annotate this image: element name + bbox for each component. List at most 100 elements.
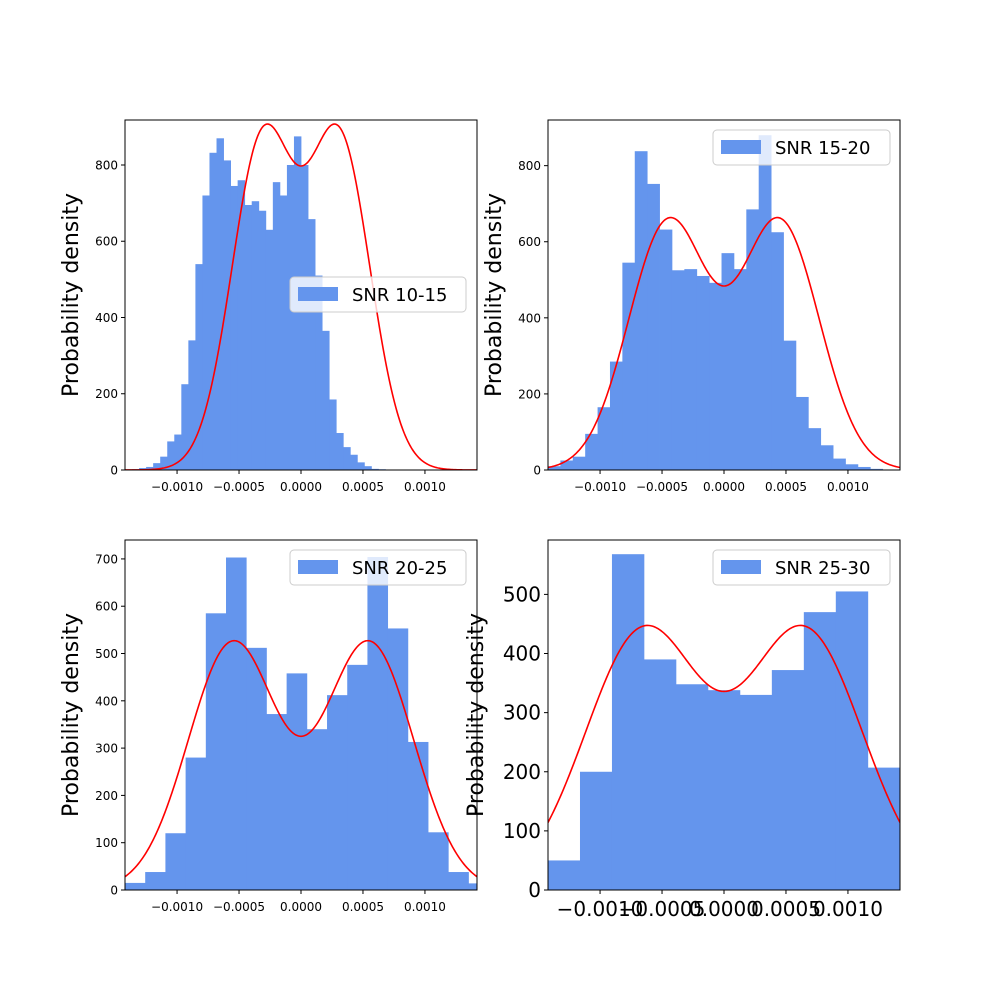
histogram-bar [707, 690, 741, 890]
histogram-bar [286, 164, 295, 470]
y-tick-label: 400 [518, 311, 541, 325]
histogram-bar [160, 456, 168, 470]
legend-box [289, 549, 467, 586]
histogram-bar [209, 152, 217, 470]
histogram-bar [167, 441, 175, 470]
histogram-bar [548, 466, 561, 470]
histogram-bar [371, 468, 379, 470]
histogram-bar [322, 330, 330, 470]
x-tick-label: −0.0005 [213, 480, 265, 494]
histogram-bar [205, 613, 227, 890]
histogram-bar [266, 714, 288, 890]
histogram-bar [671, 270, 685, 470]
histogram-bar [329, 399, 337, 470]
y-tick-label: 600 [95, 235, 118, 249]
legend-swatch [298, 560, 338, 574]
histogram-bar [622, 262, 636, 470]
subplot-3: −0.0010 −0.0005 0.0000 0.0005 0.0010 0 100 200 3… [59, 539, 478, 914]
histogram-bar [733, 269, 747, 470]
histogram-bar [226, 557, 247, 890]
histogram-bar [739, 694, 773, 890]
x-tick-label: −0.0010 [151, 900, 203, 914]
histogram-bar [585, 433, 598, 470]
y-tick-label: 300 [503, 701, 541, 725]
legend-box [712, 549, 891, 586]
histogram-bar [364, 466, 372, 470]
x-tick-label: −0.0005 [636, 480, 688, 494]
histogram-bar [195, 264, 203, 470]
x-tick-label: −0.0010 [151, 480, 203, 494]
histogram-bar [845, 464, 859, 470]
y-tick-label: 500 [503, 582, 541, 606]
subplot-1: −0.0010 −0.0005 0.0000 0.0005 0.0010 0 200 400 6… [59, 119, 478, 494]
subplot-2: −0.0010 −0.0005 0.0000 0.0005 0.0010 0 200 400 6… [482, 119, 901, 494]
histogram-bar [350, 454, 358, 470]
x-tick-label: 0.0005 [765, 480, 807, 494]
histogram-bar [659, 229, 673, 470]
y-tick-label: 400 [95, 694, 118, 708]
plot-area [125, 557, 477, 890]
legend-box [289, 276, 467, 313]
histogram-bar [174, 434, 182, 470]
histogram-bar [771, 232, 784, 470]
legend-label: SNR 20-25 [352, 558, 447, 579]
legend: SNR 15-20 [712, 129, 891, 166]
histogram-bar [306, 729, 328, 890]
histogram-bar [244, 205, 253, 470]
histogram-bar [783, 340, 797, 470]
legend-swatch [721, 140, 761, 154]
y-tick-label: 100 [503, 819, 541, 843]
histogram-bar [428, 832, 449, 890]
histogram-bar [696, 275, 710, 470]
histogram-bar [643, 659, 677, 890]
histogram-bar [803, 612, 837, 890]
histogram-bar [597, 407, 611, 470]
histogram-bar [202, 195, 210, 470]
plot-area [125, 123, 477, 470]
y-tick-label: 800 [518, 159, 541, 173]
histogram-bar [820, 445, 834, 470]
histogram-bar [165, 833, 187, 890]
y-tick-label: 600 [95, 600, 118, 614]
y-tick-label: 400 [95, 311, 118, 325]
y-axis-label: Probability density [59, 193, 84, 397]
y-tick-label: 200 [95, 387, 118, 401]
histogram-bar [185, 757, 207, 890]
x-tick-label: 0.0000 [280, 900, 322, 914]
x-tick-label: 0.0000 [689, 897, 759, 921]
histogram-bar [387, 628, 409, 890]
histogram-bar [647, 183, 660, 470]
histogram-bar [835, 591, 869, 890]
legend-box [712, 129, 891, 166]
histogram-bar [246, 647, 267, 890]
histogram-bar [188, 340, 196, 470]
y-tick-label: 700 [95, 552, 118, 566]
y-tick-label: 400 [503, 642, 541, 666]
legend-swatch [298, 287, 338, 301]
y-axis-label: Probability density [482, 193, 507, 397]
histogram-bar [258, 210, 267, 470]
y-tick-label: 100 [95, 836, 118, 850]
histogram-bar [899, 860, 900, 890]
histogram-bar [251, 201, 260, 470]
y-tick-label: 800 [95, 158, 118, 172]
plot-area [548, 554, 900, 890]
histogram-bar [611, 554, 645, 890]
x-tick-label: −0.0005 [619, 897, 706, 921]
y-tick-label: 200 [95, 789, 118, 803]
histogram-bar [146, 466, 154, 470]
histogram-bar [181, 384, 189, 470]
histogram-bar [145, 872, 166, 890]
histogram-bar [857, 466, 871, 470]
histogram-bar [347, 664, 368, 890]
histogram-bar [336, 433, 344, 470]
y-tick-label: 600 [518, 235, 541, 249]
histogram-bar [153, 463, 161, 470]
y-tick-label: 500 [95, 647, 118, 661]
histogram-bar [771, 670, 805, 890]
y-tick-label: 0 [528, 878, 541, 902]
y-axis-label: Probability density [464, 613, 489, 817]
histogram-bar [684, 269, 698, 470]
histogram-bar [870, 468, 884, 470]
